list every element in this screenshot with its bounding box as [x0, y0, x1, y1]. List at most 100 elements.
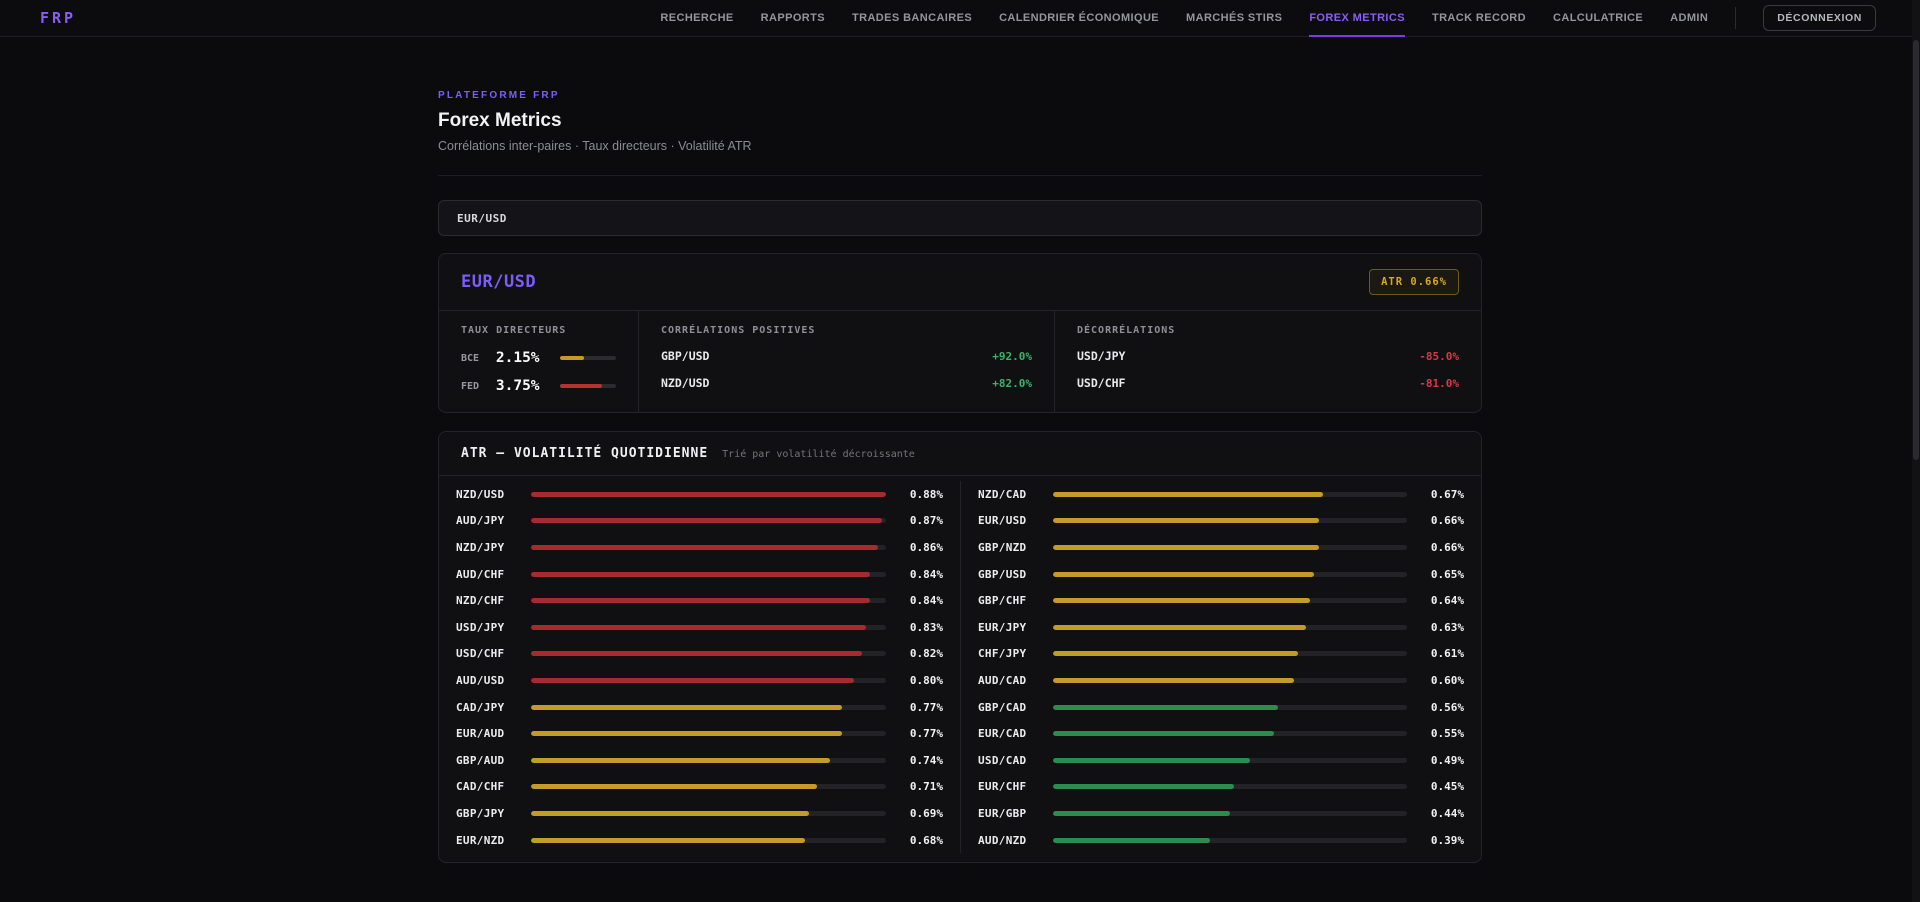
- atr-pair-label: NZD/USD: [456, 487, 505, 501]
- logout-button[interactable]: DÉCONNEXION: [1763, 5, 1876, 31]
- atr-value: 0.68%: [909, 833, 943, 847]
- atr-bar-track: [1053, 810, 1407, 816]
- atr-value: 0.44%: [1430, 806, 1464, 820]
- atr-bar-track: [531, 810, 886, 816]
- atr-card-header: ATR — VOLATILITÉ QUOTIDIENNE Trié par vo…: [439, 432, 1481, 476]
- nav-item-calculatrice[interactable]: CALCULATRICE: [1553, 12, 1644, 24]
- atr-card-title: ATR — VOLATILITÉ QUOTIDIENNE: [461, 446, 709, 461]
- atr-pair-label: AUD/NZD: [978, 833, 1027, 847]
- atr-value: 0.83%: [909, 620, 943, 634]
- atr-bar-fill: [1053, 757, 1251, 763]
- pair-summary-card: EUR/USD ATR 0.66% TAUX DIRECTEURS BCE 2.1…: [438, 253, 1482, 413]
- nav-item-admin[interactable]: ADMIN: [1670, 12, 1709, 24]
- atr-row-cad-chf: CAD/CHF 0.71%: [439, 774, 960, 801]
- atr-bar-fill: [531, 491, 886, 497]
- atr-value: 0.66%: [1430, 514, 1464, 528]
- page-subtitle: Corrélations inter-paires · Taux directe…: [438, 139, 752, 153]
- atr-bar-track: [1053, 651, 1407, 657]
- atr-bar-fill: [531, 518, 882, 524]
- atr-row-gbp-aud: GBP/AUD 0.74%: [439, 747, 960, 774]
- atr-row-gbp-chf: GBP/CHF 0.64%: [961, 587, 1481, 614]
- decorrelations-rows: USD/JPY -85.0% USD/CHF -81.0%: [1077, 349, 1459, 390]
- atr-value: 0.86%: [909, 540, 943, 554]
- atr-bar-track: [1053, 624, 1407, 630]
- nav-item-recherche[interactable]: RECHERCHE: [660, 12, 734, 24]
- atr-bar-fill: [531, 704, 842, 710]
- nav-item-marches-stirs[interactable]: MARCHÉS STIRS: [1186, 12, 1283, 24]
- atr-value: 0.61%: [1430, 647, 1464, 661]
- atr-pair-label: AUD/CAD: [978, 673, 1027, 687]
- correlation-row: NZD/USD +82.0%: [661, 376, 1032, 390]
- atr-bar-fill: [531, 757, 830, 763]
- atr-bar-fill: [1053, 837, 1210, 843]
- atr-grid: NZD/USD 0.88% AUD/JPY 0.87% NZD/JPY 0.86% AUD/…: [439, 476, 1481, 862]
- pair-card-title: EUR/USD: [461, 272, 537, 292]
- atr-bar-track: [531, 704, 886, 710]
- rate-minibar: [559, 356, 616, 360]
- atr-bar-track: [531, 544, 886, 550]
- atr-pair-label: USD/CAD: [978, 753, 1027, 767]
- correlation-value: +82.0%: [992, 376, 1032, 390]
- rate-value: 3.75%: [495, 378, 540, 394]
- atr-pair-label: USD/JPY: [456, 620, 505, 634]
- atr-pair-label: GBP/NZD: [978, 540, 1027, 554]
- atr-bar-fill: [531, 598, 870, 604]
- atr-value: 0.87%: [909, 514, 943, 528]
- atr-bar-track: [1053, 757, 1407, 763]
- taux-directeurs-heading: TAUX DIRECTEURS: [461, 325, 567, 336]
- atr-pair-label: NZD/CAD: [978, 487, 1027, 501]
- taux-rows: BCE 2.15% FED 3.75%: [461, 350, 616, 394]
- atr-bar-fill: [531, 651, 862, 657]
- atr-pair-label: EUR/AUD: [456, 727, 505, 741]
- app-logo[interactable]: FRP: [40, 9, 77, 27]
- atr-row-cad-jpy: CAD/JPY 0.77%: [439, 694, 960, 721]
- atr-bar-track: [1053, 731, 1407, 737]
- platform-eyebrow: PLATEFORME FRP: [438, 90, 560, 101]
- atr-pair-label: AUD/USD: [456, 673, 505, 687]
- correlation-row: USD/JPY -85.0%: [1077, 349, 1459, 363]
- atr-row-usd-jpy: USD/JPY 0.83%: [439, 614, 960, 641]
- atr-pair-label: NZD/CHF: [456, 594, 505, 608]
- rate-minibar: [559, 384, 616, 388]
- atr-row-aud-chf: AUD/CHF 0.84%: [439, 561, 960, 588]
- atr-bar-fill: [1053, 731, 1275, 737]
- atr-bar-fill: [1053, 598, 1311, 604]
- decorrelations-heading: DÉCORRÉLATIONS: [1077, 325, 1176, 336]
- scrollbar-thumb[interactable]: [1913, 40, 1919, 460]
- atr-value: 0.39%: [1430, 833, 1464, 847]
- nav-separator: [1735, 7, 1737, 29]
- atr-pair-label: AUD/JPY: [456, 514, 505, 528]
- atr-pair-label: EUR/CAD: [978, 727, 1027, 741]
- nav-item-trades-bancaires[interactable]: TRADES BANCAIRES: [852, 12, 973, 24]
- nav-item-rapports[interactable]: RAPPORTS: [760, 12, 825, 24]
- atr-row-aud-jpy: AUD/JPY 0.87%: [439, 508, 960, 535]
- nav-item-track-record[interactable]: TRACK RECORD: [1431, 12, 1526, 24]
- rate-minibar-fill: [559, 384, 602, 388]
- atr-value: 0.82%: [909, 647, 943, 661]
- header-divider: [438, 175, 1482, 176]
- decorrelations-column: DÉCORRÉLATIONS USD/JPY -85.0% USD/CHF -81.0…: [1054, 311, 1481, 412]
- atr-bar-track: [531, 731, 886, 737]
- atr-row-chf-jpy: CHF/JPY 0.61%: [961, 641, 1481, 668]
- atr-value: 0.71%: [909, 780, 943, 794]
- correlation-value: +92.0%: [992, 349, 1032, 363]
- pair-selector[interactable]: EUR/USD: [438, 200, 1482, 236]
- nav-item-forex-metrics[interactable]: FOREX METRICS: [1309, 0, 1405, 37]
- atr-value: 0.69%: [909, 806, 943, 820]
- atr-bar-track: [531, 757, 886, 763]
- atr-row-gbp-jpy: GBP/JPY 0.69%: [439, 800, 960, 827]
- atr-bar-track: [531, 837, 886, 843]
- rate-bank-label: BCE: [461, 352, 480, 364]
- atr-value: 0.56%: [1430, 700, 1464, 714]
- atr-bar-fill: [1053, 651, 1299, 657]
- atr-row-eur-cad: EUR/CAD 0.55%: [961, 720, 1481, 747]
- nav-item-calendrier-economique[interactable]: CALENDRIER ÉCONOMIQUE: [999, 12, 1160, 24]
- scrollbar[interactable]: [1912, 0, 1920, 902]
- atr-pair-label: CAD/JPY: [456, 700, 505, 714]
- atr-value: 0.74%: [909, 753, 943, 767]
- atr-value: 0.45%: [1430, 780, 1464, 794]
- atr-value: 0.77%: [909, 700, 943, 714]
- atr-value: 0.66%: [1430, 540, 1464, 554]
- atr-row-aud-cad: AUD/CAD 0.60%: [961, 667, 1481, 694]
- atr-bar-track: [1053, 837, 1407, 843]
